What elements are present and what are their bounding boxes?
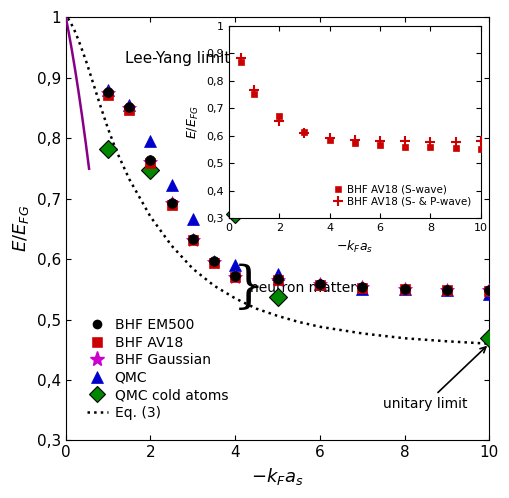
Text: }: } [233,263,264,313]
Text: unitary limit: unitary limit [383,347,485,411]
Text: Lee-Yang limit: Lee-Yang limit [125,51,230,66]
Legend: BHF EM500, BHF AV18, BHF Gaussian, QMC, QMC cold atoms, Eq. (3): BHF EM500, BHF AV18, BHF Gaussian, QMC, … [81,313,233,425]
X-axis label: $-k_F a_s$: $-k_F a_s$ [251,466,303,487]
Y-axis label: $E/E_{FG}$: $E/E_{FG}$ [11,205,31,252]
Text: neutron matter: neutron matter [249,281,355,295]
